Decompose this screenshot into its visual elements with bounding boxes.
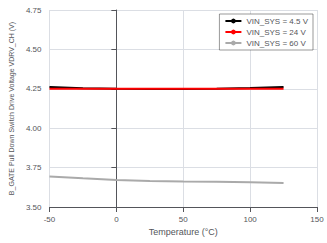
svg-text:0: 0 bbox=[114, 215, 119, 224]
svg-text:B_GATE Pull Down Switch Drive: B_GATE Pull Down Switch Drive Voltage VD… bbox=[8, 22, 16, 195]
svg-text:150: 150 bbox=[310, 215, 324, 224]
svg-text:VIN_SYS = 4.5 V: VIN_SYS = 4.5 V bbox=[246, 17, 308, 26]
svg-text:3.50: 3.50 bbox=[26, 203, 42, 212]
svg-text:VIN_SYS = 24 V: VIN_SYS = 24 V bbox=[246, 28, 306, 37]
svg-text:4.00: 4.00 bbox=[26, 124, 42, 133]
svg-text:50: 50 bbox=[179, 215, 188, 224]
svg-text:VIN_SYS = 60 V: VIN_SYS = 60 V bbox=[246, 39, 306, 48]
svg-text:-50: -50 bbox=[44, 215, 56, 224]
svg-text:3.75: 3.75 bbox=[26, 163, 42, 172]
svg-text:4.25: 4.25 bbox=[26, 84, 42, 93]
svg-text:100: 100 bbox=[243, 215, 257, 224]
svg-text:4.50: 4.50 bbox=[26, 45, 42, 54]
svg-text:4.75: 4.75 bbox=[26, 6, 42, 15]
svg-text:Temperature (°C): Temperature (°C) bbox=[149, 227, 218, 237]
